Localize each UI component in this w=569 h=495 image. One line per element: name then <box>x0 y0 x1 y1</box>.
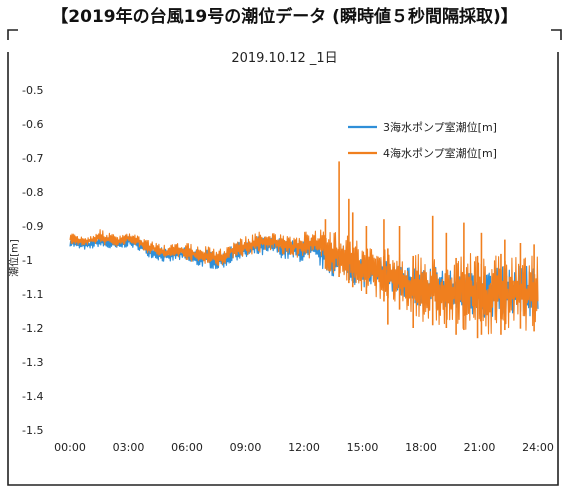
y-tick-label: -1.2 <box>22 322 43 335</box>
x-tick-label: 24:00 <box>522 441 554 454</box>
y-tick-label: -1.1 <box>22 288 43 301</box>
frame-corner-right <box>551 29 562 40</box>
y-tick-label: -0.6 <box>22 118 43 131</box>
x-tick-label: 09:00 <box>230 441 262 454</box>
frame-bracket <box>7 52 559 486</box>
y-tick-label: -0.9 <box>22 220 43 233</box>
x-tick-label: 03:00 <box>113 441 145 454</box>
x-tick-label: 06:00 <box>171 441 203 454</box>
x-tick-label: 00:00 <box>54 441 86 454</box>
y-tick-label: -0.5 <box>22 84 43 97</box>
legend-label: 4海水ポンプ室潮位[m] <box>383 146 497 160</box>
y-tick-label: -0.8 <box>22 186 43 199</box>
x-tick-label: 21:00 <box>464 441 496 454</box>
y-tick-label: -1.3 <box>22 356 43 369</box>
x-tick-label: 18:00 <box>405 441 437 454</box>
series-line <box>69 229 539 335</box>
x-tick-label: 12:00 <box>288 441 320 454</box>
chart-title: 2019.10.12 _1日 <box>231 51 338 66</box>
frame-corner-left <box>7 29 18 40</box>
y-tick-label: -1.5 <box>22 424 43 437</box>
y-tick-label: -1 <box>22 254 33 267</box>
y-tick-label: -1.4 <box>22 390 43 403</box>
x-tick-label: 15:00 <box>347 441 379 454</box>
legend-label: 3海水ポンプ室潮位[m] <box>383 120 497 134</box>
page-title: 【2019年の台風19号の潮位データ (瞬時値５秒間隔採取)】 <box>51 7 518 27</box>
y-tick-label: -0.7 <box>22 152 43 165</box>
